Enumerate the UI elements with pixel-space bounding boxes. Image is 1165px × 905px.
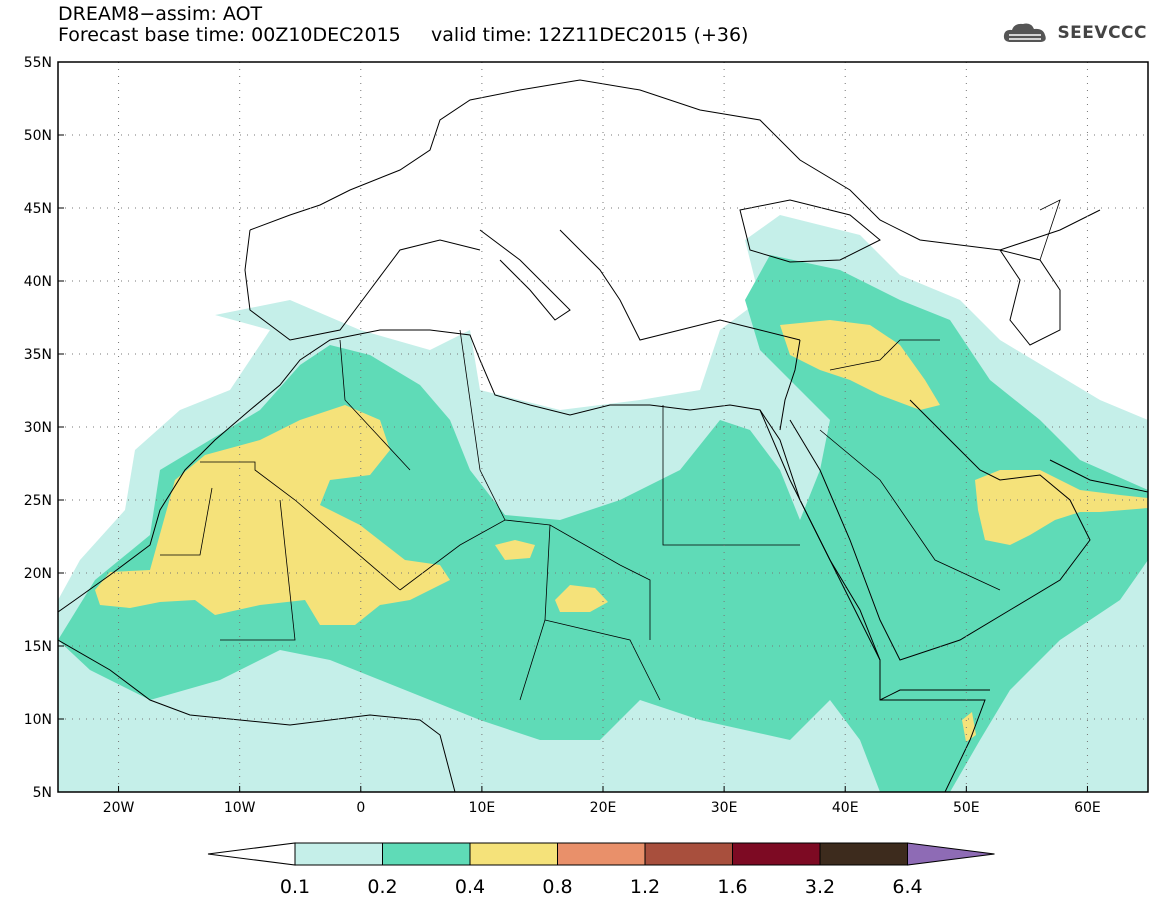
- black-sea: [739, 199, 881, 263]
- border-line: [662, 405, 800, 546]
- title-block: DREAM8−assim: AOT Forecast base time: 00…: [58, 4, 748, 46]
- colorbar: 0.1 0.2 0.4 0.8 1.2 1.6 3.2 6.4: [207, 842, 995, 898]
- colorbar-cell: [557, 842, 646, 866]
- aot-region-0.4-d: [555, 585, 608, 612]
- country-borders: [160, 199, 1061, 701]
- colorbar-low-arrow: [207, 842, 296, 866]
- colorbar-cell: [294, 842, 383, 866]
- aot-region-0.4-c: [975, 470, 1148, 545]
- lat-tick-label: 5N: [33, 785, 52, 801]
- aot-region-0.4-b: [780, 320, 940, 410]
- lat-tick-label: 40N: [24, 274, 52, 290]
- colorbar-level-label: 3.2: [805, 876, 835, 898]
- logo-text: SEEVCCC: [1057, 23, 1147, 43]
- europe-coastline: [249, 79, 1101, 251]
- arabia-coast: [789, 399, 1091, 661]
- seevccc-logo: SEEVCCC: [1001, 20, 1147, 46]
- graticule: [58, 62, 1148, 792]
- border-line: [544, 619, 661, 701]
- balkans-coast: [559, 229, 801, 341]
- valid-time: valid time: 12Z11DEC2015 (+36): [430, 24, 749, 46]
- colorbar-level-label: 1.2: [630, 876, 660, 898]
- colorbar-level-label: 0.8: [542, 876, 572, 898]
- colorbar-cell: [382, 842, 471, 866]
- caspian: [998, 249, 1061, 346]
- border-line: [339, 339, 411, 471]
- lon-tick-label: 30E: [711, 800, 738, 816]
- lat-tick-label: 10N: [24, 712, 52, 728]
- levant-coast: [779, 339, 801, 431]
- latitude-axis: 55N 50N 45N 40N 35N 30N 25N 20N 15N 10N 5N: [24, 55, 64, 801]
- border-line: [829, 339, 940, 371]
- colorbar-level-label: 0.1: [280, 876, 310, 898]
- red-sea-west: [759, 409, 881, 661]
- aot-region-0.4-a: [95, 405, 450, 625]
- gulf-of-guinea-coast: [58, 639, 456, 792]
- lon-tick-label: 20W: [103, 800, 135, 816]
- lat-tick-label: 20N: [24, 566, 52, 582]
- horn-coast: [879, 689, 990, 701]
- lat-tick-label: 35N: [24, 347, 52, 363]
- border-line: [819, 429, 1001, 591]
- colorbar-cell: [819, 842, 908, 866]
- lat-tick-label: 30N: [24, 420, 52, 436]
- colorbar-level-label: 0.2: [367, 876, 397, 898]
- lat-tick-label: 15N: [24, 639, 52, 655]
- lat-tick-label: 45N: [24, 201, 52, 217]
- longitude-axis: 20W 10W 0 10E 20E 30E 40E 50E 60E: [103, 786, 1101, 816]
- aot-region-0.4-e: [495, 540, 535, 560]
- lon-tick-label: 0: [356, 800, 365, 816]
- italy-coast: [479, 229, 571, 321]
- colorbar-level-label: 0.4: [455, 876, 485, 898]
- border-line: [160, 487, 213, 556]
- border-line: [220, 499, 296, 641]
- lon-tick-label: 10E: [469, 800, 496, 816]
- lat-tick-label: 50N: [24, 128, 52, 144]
- colorbar-cell: [732, 842, 821, 866]
- colorbar-cell: [644, 842, 733, 866]
- lon-tick-label: 20E: [590, 800, 617, 816]
- coastlines: [58, 79, 1148, 792]
- border-line: [1039, 199, 1061, 261]
- lon-tick-label: 10W: [224, 800, 256, 816]
- iberia-coast: [244, 229, 481, 341]
- lon-tick-label: 40E: [832, 800, 859, 816]
- lat-tick-label: 55N: [24, 55, 52, 71]
- colorbar-cell: [469, 842, 558, 866]
- iran-coast: [1049, 459, 1148, 493]
- base-time: Forecast base time: 00Z10DEC2015: [58, 24, 401, 46]
- colorbar-level-label: 6.4: [892, 876, 922, 898]
- time-line: Forecast base time: 00Z10DEC2015 valid t…: [58, 25, 748, 46]
- border-line: [459, 329, 506, 521]
- lon-tick-label: 60E: [1074, 800, 1101, 816]
- lat-tick-label: 25N: [24, 493, 52, 509]
- lon-tick-label: 50E: [953, 800, 980, 816]
- product-title: DREAM8−assim: AOT: [58, 3, 263, 25]
- border-line: [200, 461, 401, 591]
- africa-coastline: [58, 329, 986, 792]
- colorbar-high-arrow: [907, 842, 995, 866]
- cloud-logo-icon: [1004, 23, 1047, 42]
- colorbar-level-label: 1.6: [717, 876, 747, 898]
